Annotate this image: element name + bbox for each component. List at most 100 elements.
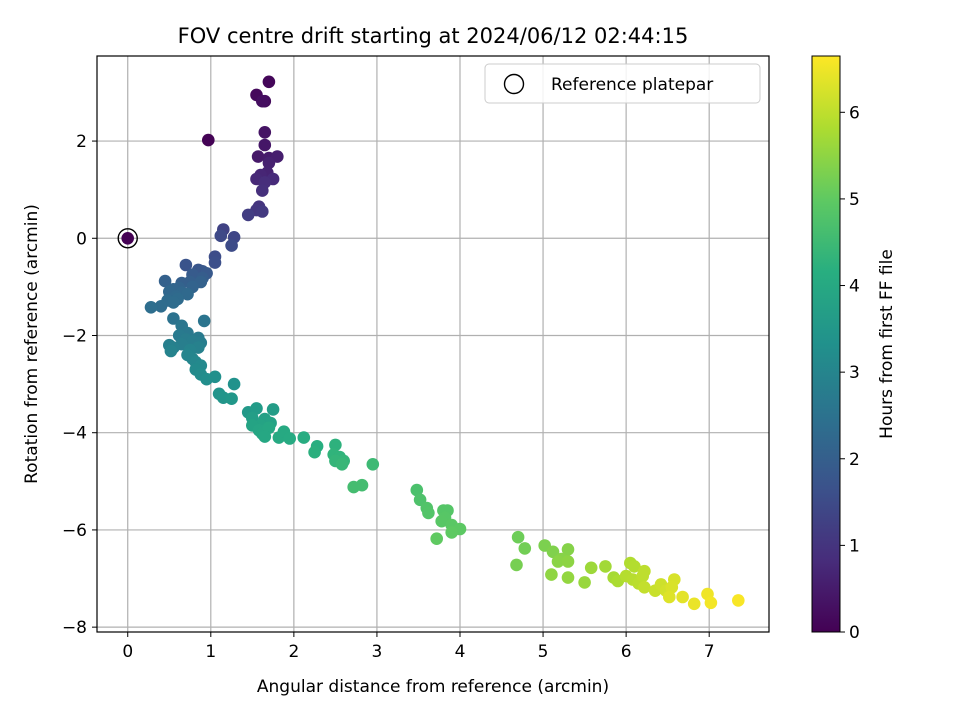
data-point <box>208 256 222 269</box>
data-point <box>511 530 525 544</box>
data-point <box>335 458 349 471</box>
colorbar-tick-label: 2 <box>849 450 860 470</box>
colorbar: 0 1 2 3 4 5 6 Hours from first FF file <box>811 55 897 643</box>
data-point <box>599 560 612 573</box>
data-point <box>241 208 255 222</box>
data-point <box>732 594 745 607</box>
data-point <box>510 558 523 572</box>
data-point <box>258 138 272 152</box>
data-point <box>258 126 272 139</box>
x-tick-label: 2 <box>288 642 299 662</box>
data-point <box>551 555 565 568</box>
data-point <box>676 590 689 604</box>
x-tick-label: 4 <box>455 642 466 662</box>
x-axis-label: Angular distance from reference (arcmin) <box>257 677 609 697</box>
data-point <box>410 483 424 497</box>
y-tick-label: −2 <box>62 326 87 346</box>
data-point <box>255 184 269 197</box>
data-point <box>227 377 241 391</box>
y-tick-label: 0 <box>76 229 87 249</box>
colorbar-tick-label: 4 <box>849 277 860 297</box>
y-tick-label: −4 <box>62 424 87 444</box>
colorbar-tick-label: 1 <box>849 536 860 556</box>
data-point <box>197 314 211 328</box>
data-point <box>225 392 238 406</box>
colorbar-tick-label: 0 <box>849 623 860 643</box>
data-point <box>225 239 238 252</box>
grid <box>97 56 769 632</box>
data-point <box>687 597 701 611</box>
data-point <box>164 344 178 358</box>
data-point <box>179 258 193 272</box>
data-point <box>329 438 342 452</box>
plot-frame <box>96 55 770 633</box>
data-point <box>518 542 532 555</box>
colorbar-tick-label: 5 <box>849 190 860 210</box>
data-point <box>255 94 269 108</box>
data-point <box>561 571 575 584</box>
data-point <box>561 543 575 556</box>
data-point <box>430 532 444 545</box>
data-point <box>578 576 591 589</box>
data-point <box>435 514 449 528</box>
data-point <box>262 156 276 170</box>
legend: Reference platepar <box>484 63 761 104</box>
data-point <box>167 312 180 325</box>
x-tick-label: 1 <box>205 642 216 662</box>
data-point <box>266 403 280 416</box>
colorbar-gradient <box>811 55 841 633</box>
data-point <box>422 506 435 520</box>
x-tick-label: 0 <box>122 642 133 662</box>
chart-title: FOV centre drift starting at 2024/06/12 … <box>178 24 689 48</box>
data-point <box>638 581 651 594</box>
data-point <box>628 560 641 573</box>
data-point <box>214 229 228 243</box>
colorbar-tick-label: 3 <box>849 363 860 383</box>
legend-label: Reference platepar <box>551 75 713 95</box>
y-axis-ticks: −8 −6 −4 −2 0 2 <box>62 132 97 638</box>
reference-marker <box>117 228 138 249</box>
x-axis-ticks: 0 1 2 3 4 5 6 7 <box>122 632 715 662</box>
data-point <box>445 526 459 539</box>
y-tick-label: −6 <box>62 521 87 541</box>
data-point <box>663 590 676 604</box>
data-point <box>258 430 272 443</box>
colorbar-label: Hours from first FF file <box>877 249 897 439</box>
data-point <box>561 555 575 568</box>
data-point <box>308 445 321 459</box>
data-point <box>665 581 679 594</box>
data-points <box>117 75 745 611</box>
data-point <box>262 75 276 89</box>
data-point <box>297 431 311 444</box>
y-tick-label: −8 <box>62 618 87 638</box>
data-point <box>704 596 718 610</box>
data-point <box>181 287 194 301</box>
data-point <box>154 300 168 313</box>
data-point <box>546 545 560 559</box>
y-tick-label: 2 <box>76 132 87 152</box>
x-tick-label: 5 <box>538 642 549 662</box>
data-point <box>144 301 158 314</box>
y-axis-label: Rotation from reference (arcmin) <box>22 204 42 484</box>
data-point <box>355 478 369 492</box>
legend-box <box>484 63 761 104</box>
data-point <box>255 205 269 218</box>
data-point <box>584 561 598 575</box>
x-tick-label: 7 <box>704 642 715 662</box>
data-point <box>121 232 134 245</box>
data-point <box>545 568 558 581</box>
data-point <box>636 569 649 583</box>
colorbar-tick-label: 6 <box>849 103 860 123</box>
colorbar-ticks: 0 1 2 3 4 5 6 <box>840 103 860 643</box>
data-point <box>251 150 265 163</box>
data-point <box>202 133 215 147</box>
data-point <box>283 432 297 445</box>
data-point <box>208 370 222 384</box>
data-point <box>167 296 180 309</box>
x-tick-label: 6 <box>621 642 632 662</box>
data-point <box>158 274 172 288</box>
legend-reference-marker <box>503 73 525 95</box>
x-tick-label: 3 <box>372 642 383 662</box>
data-point <box>366 458 380 471</box>
